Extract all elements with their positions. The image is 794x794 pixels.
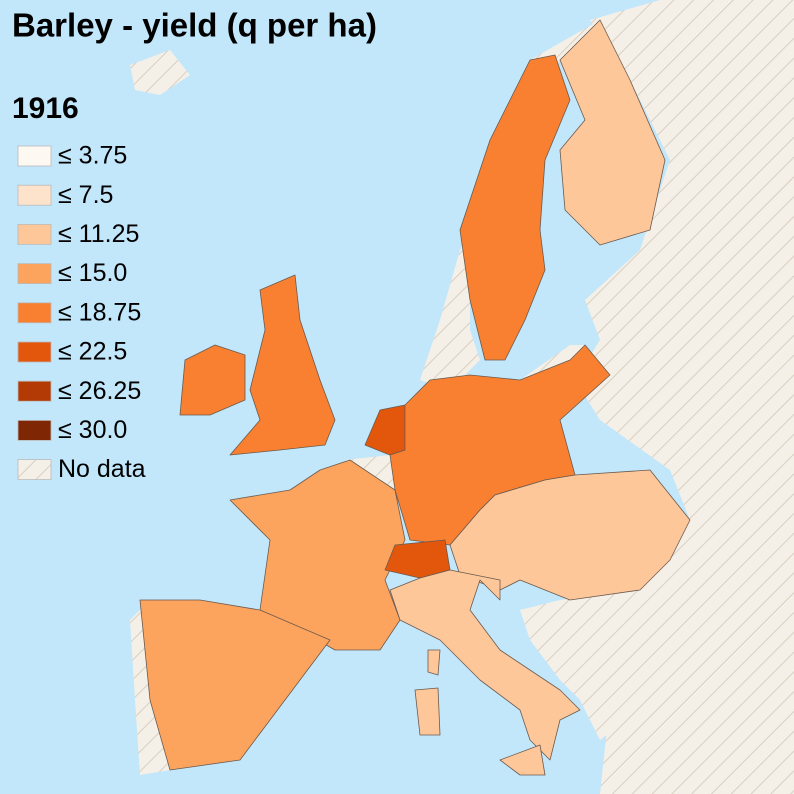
countries bbox=[139, 19, 691, 776]
corsica bbox=[427, 649, 441, 676]
italy bbox=[389, 569, 581, 761]
legend-label: No data bbox=[58, 455, 146, 483]
no-data-land bbox=[130, 0, 794, 794]
legend-swatch bbox=[17, 341, 52, 363]
legend-label: ≤ 7.5 bbox=[58, 181, 113, 209]
great-britain bbox=[229, 274, 336, 456]
legend-label: ≤ 15.0 bbox=[58, 259, 127, 287]
spain bbox=[139, 599, 331, 771]
austria-hungary bbox=[449, 469, 691, 601]
legend-label: ≤ 18.75 bbox=[58, 298, 141, 326]
legend-swatch bbox=[17, 145, 52, 167]
switzerland bbox=[384, 539, 451, 579]
legend-label: ≤ 3.75 bbox=[58, 142, 127, 170]
map-title: Barley - yield (q per ha) bbox=[12, 7, 377, 44]
sweden bbox=[459, 54, 571, 361]
legend-label: ≤ 26.25 bbox=[58, 377, 141, 405]
finland bbox=[559, 19, 666, 246]
legend-swatch bbox=[17, 223, 52, 245]
legend-label: ≤ 30.0 bbox=[58, 416, 127, 444]
sardinia bbox=[414, 687, 441, 736]
legend-label: ≤ 11.25 bbox=[58, 220, 139, 248]
legend-swatch bbox=[17, 380, 52, 402]
sicily bbox=[499, 744, 546, 776]
legend-swatch bbox=[17, 184, 52, 206]
ireland bbox=[179, 344, 246, 416]
year-label: 1916 bbox=[12, 92, 79, 125]
legend-swatch bbox=[17, 419, 52, 441]
legend: ≤ 3.75 ≤ 7.5 ≤ 11.25 ≤ 15.0 ≤ 18.75 ≤ 22.5 ≤ 2… bbox=[17, 142, 146, 483]
legend-swatch bbox=[17, 263, 52, 285]
legend-swatch bbox=[17, 302, 52, 324]
legend-label: ≤ 22.5 bbox=[58, 338, 127, 366]
legend-swatch bbox=[17, 459, 52, 481]
